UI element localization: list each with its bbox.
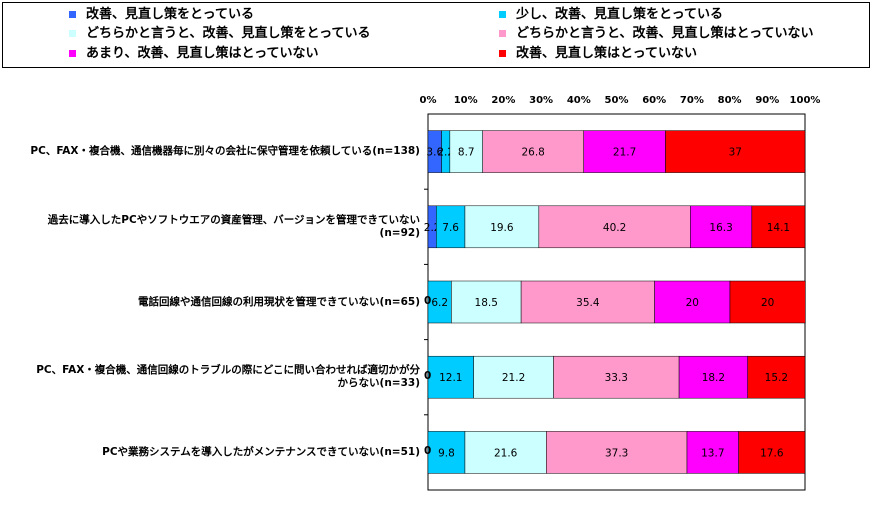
data-label: 40.2: [603, 222, 626, 234]
bar-segment: [729, 280, 806, 324]
bar-segment: [427, 355, 474, 399]
x-tick-label: 10%: [454, 95, 478, 106]
data-label: 0: [424, 445, 432, 458]
bar-segment: [482, 130, 584, 173]
legend-item-6: 改善、見直し策はとっていない: [499, 46, 697, 61]
bar-segment: [427, 431, 466, 474]
data-label: 20: [686, 297, 699, 309]
data-label: 0: [424, 370, 432, 383]
data-label: 9.8: [438, 447, 455, 459]
data-label: 12.1: [439, 372, 462, 384]
data-label: 17.6: [760, 447, 784, 459]
data-label: 19.6: [490, 222, 514, 234]
bar-segment: [686, 431, 739, 474]
bar-segment: [738, 431, 806, 474]
x-tick-label: 50%: [605, 95, 629, 106]
category-label: PC、FAX・複合機、通信機器毎に別々の会社に保守管理を依頼している(n=138…: [30, 145, 420, 158]
legend-label-3: どちらかと言うと、改善、見直し策をとっている: [86, 26, 371, 41]
data-label: 21.2: [502, 372, 525, 384]
data-label: 37.3: [605, 447, 628, 459]
bar-segment: [464, 431, 547, 474]
x-tick-label: 0%: [420, 95, 437, 106]
legend-item-4: どちらかと言うと、改善、見直し策はとっていない: [499, 26, 813, 41]
bar-segment: [678, 355, 748, 399]
bar-segment: [747, 355, 806, 399]
data-label: 13.7: [701, 447, 724, 459]
data-label: 7.6: [442, 222, 459, 234]
data-label: 8.7: [458, 147, 475, 159]
data-label: 0: [424, 295, 432, 307]
x-tick-label: 90%: [755, 95, 779, 106]
data-label: 14.1: [767, 222, 790, 234]
data-label: 33.3: [605, 372, 628, 384]
bar-segment: [751, 205, 806, 249]
legend-item-5: あまり、改善、見直し策はとっていない: [69, 46, 318, 61]
data-label: 3.6: [426, 147, 443, 159]
legend-swatch-6: [499, 50, 506, 57]
bar-segment: [583, 130, 666, 173]
data-label: 35.4: [576, 297, 600, 309]
x-tick-label: 30%: [529, 95, 553, 106]
category-label: PCや業務システムを導入したがメンテナンスできていない(n=51): [102, 445, 420, 458]
bar-segment: [654, 280, 731, 324]
legend-swatch-3: [69, 30, 76, 37]
data-label: 18.5: [475, 297, 498, 309]
bar-segment: [690, 205, 753, 249]
x-tick-label: 70%: [680, 95, 704, 106]
x-tick-label: 100%: [790, 95, 821, 106]
legend-label-2: 少し、改善、見直し策をとっている: [516, 7, 723, 22]
category-label: 過去に導入したPCやソフトウエアの資産管理、バージョンを管理できていない(n=9…: [47, 213, 420, 239]
bar-segment: [436, 205, 466, 249]
legend-swatch-2: [499, 11, 506, 18]
legend-label-5: あまり、改善、見直し策はとっていない: [86, 46, 319, 61]
category-label: PC、FAX・複合機、通信回線のトラブルの際にどこに問い合わせれば適切かが分から…: [36, 364, 420, 390]
bar-segment: [473, 355, 554, 399]
legend-swatch-5: [69, 50, 76, 57]
legend-label-4: どちらかと言うと、改善、見直し策はとっていない: [516, 26, 814, 41]
legend-swatch-1: [69, 11, 76, 18]
data-label: 18.2: [702, 372, 725, 384]
data-label: 21.6: [494, 447, 518, 459]
category-label: 電話回線や通信回線の利用現状を管理できていない(n=65): [138, 295, 420, 308]
x-tick-label: 20%: [491, 95, 515, 106]
legend-item-3: どちらかと言うと、改善、見直し策をとっている: [69, 26, 370, 41]
bar-segment: [553, 355, 680, 399]
legend-item-2: 少し、改善、見直し策をとっている: [499, 7, 723, 22]
legend-label-6: 改善、見直し策はとっていない: [516, 46, 697, 61]
data-label: 6.2: [431, 297, 448, 309]
bar-segment: [546, 431, 688, 474]
data-label: 37: [729, 147, 742, 159]
data-label: 16.3: [709, 222, 732, 234]
bar-segment: [449, 130, 483, 173]
bar-segment: [451, 280, 522, 324]
legend-swatch-4: [499, 30, 506, 37]
legend: 改善、見直し策をとっている 少し、改善、見直し策をとっている どちらかと言うと、…: [2, 2, 870, 68]
data-label: 26.8: [521, 147, 544, 159]
bar-segment: [464, 205, 540, 249]
data-label: 15.2: [765, 372, 788, 384]
x-tick-label: 80%: [718, 95, 742, 106]
bar-segment: [520, 280, 655, 324]
x-tick-label: 60%: [642, 95, 666, 106]
bar-segment: [665, 130, 806, 173]
legend-label-1: 改善、見直し策をとっている: [86, 7, 254, 22]
data-label: 20: [761, 297, 774, 309]
data-label: 21.7: [613, 147, 636, 159]
legend-item-1: 改善、見直し策をとっている: [69, 7, 254, 22]
x-tick-label: 40%: [567, 95, 591, 106]
bar-segment: [538, 205, 691, 249]
